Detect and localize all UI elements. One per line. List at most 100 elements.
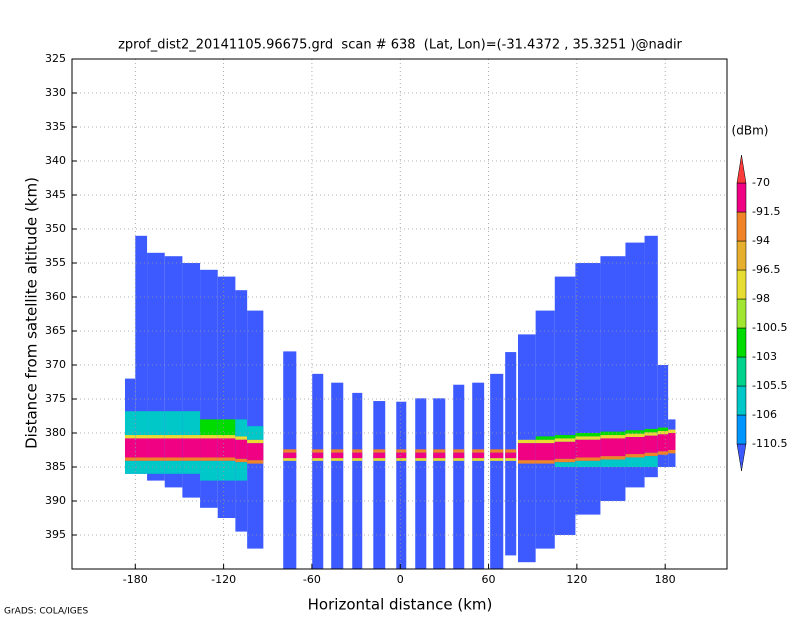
x-tick-label: 60 bbox=[482, 573, 496, 586]
echo-layer bbox=[535, 460, 555, 464]
swath-column bbox=[644, 235, 658, 478]
echo-layer bbox=[124, 411, 136, 436]
colorbar-tick-label: -103 bbox=[752, 350, 777, 363]
echo-layer bbox=[490, 449, 504, 453]
swath-column bbox=[235, 290, 248, 532]
swath-column bbox=[535, 310, 555, 549]
swath-column bbox=[433, 398, 446, 569]
echo-layer bbox=[600, 456, 626, 460]
echo-layer bbox=[625, 454, 645, 458]
y-tick-label: 355 bbox=[45, 256, 66, 269]
echo-layer bbox=[373, 449, 386, 453]
footer: GrADS: COLA/IGES bbox=[4, 607, 88, 617]
swath-column bbox=[135, 235, 148, 474]
swath-column bbox=[575, 263, 601, 515]
echo-layer bbox=[490, 458, 504, 461]
echo-layer bbox=[200, 457, 218, 461]
colorbar-label: (dBm) bbox=[732, 124, 769, 138]
swath-column bbox=[396, 401, 407, 569]
echo-layer bbox=[668, 429, 676, 433]
echo-layer bbox=[554, 435, 576, 439]
echo-layer bbox=[644, 456, 658, 467]
echo-layer bbox=[235, 419, 248, 437]
swath-column bbox=[554, 276, 576, 535]
echo-layer bbox=[657, 427, 669, 431]
x-tick-label: -120 bbox=[211, 573, 236, 586]
echo-layer bbox=[217, 460, 236, 481]
echo-layer bbox=[182, 457, 201, 461]
echo-layer bbox=[575, 457, 601, 461]
colorbar-tick-label: -70 bbox=[752, 176, 770, 189]
echo-layer bbox=[415, 449, 427, 453]
echo-layer bbox=[247, 426, 264, 440]
y-tick-label: 330 bbox=[45, 86, 66, 99]
echo-layer bbox=[147, 460, 165, 474]
echo-layer bbox=[352, 449, 363, 453]
plot-frame bbox=[71, 58, 728, 570]
x-tick-label: -180 bbox=[123, 573, 148, 586]
echo-layer bbox=[668, 450, 676, 454]
y-tick-label: 350 bbox=[45, 222, 66, 235]
echo-layer bbox=[625, 457, 645, 467]
echo-layer bbox=[135, 411, 148, 436]
swath-column bbox=[490, 373, 504, 569]
echo-layer bbox=[200, 419, 218, 436]
swath-column bbox=[657, 365, 669, 467]
echo-layer bbox=[433, 449, 446, 453]
echo-layer bbox=[124, 438, 136, 458]
echo-layer bbox=[600, 438, 626, 457]
echo-layer bbox=[575, 439, 601, 458]
echo-layer bbox=[396, 452, 407, 459]
x-tick-label: -60 bbox=[303, 573, 321, 586]
echo-layer bbox=[453, 458, 465, 461]
colorbar-tick-label: -110.5 bbox=[752, 437, 787, 450]
echo-layer bbox=[147, 457, 165, 461]
echo-layer bbox=[124, 460, 136, 474]
echo-layer bbox=[217, 457, 236, 461]
colorbar-segment bbox=[736, 356, 747, 387]
echo-layer bbox=[433, 452, 446, 459]
echo-layer bbox=[644, 428, 658, 433]
echo-layer bbox=[517, 439, 536, 444]
echo-layer bbox=[217, 435, 236, 439]
echo-layer bbox=[517, 460, 536, 464]
echo-layer bbox=[415, 452, 427, 459]
y-tick-label: 385 bbox=[45, 460, 66, 473]
echo-layer bbox=[331, 452, 344, 459]
echo-layer bbox=[124, 457, 136, 461]
echo-layer bbox=[657, 451, 669, 455]
echo-layer bbox=[505, 458, 517, 461]
echo-layer bbox=[668, 433, 676, 450]
chart-title: zprof_dist2_20141105.96675.grd scan # 63… bbox=[118, 38, 682, 53]
echo-layer bbox=[657, 430, 669, 435]
x-tick-label: 0 bbox=[397, 573, 404, 586]
echo-layer bbox=[235, 458, 248, 463]
echo-layer bbox=[644, 432, 658, 436]
echo-layer bbox=[182, 411, 201, 436]
echo-layer bbox=[283, 452, 297, 459]
echo-layer bbox=[164, 460, 183, 474]
y-tick-label: 325 bbox=[45, 52, 66, 65]
echo-layer bbox=[235, 462, 248, 481]
echo-layer bbox=[453, 449, 465, 453]
echo-layer bbox=[217, 419, 236, 436]
colorbar-segment bbox=[736, 385, 747, 416]
echo-layer bbox=[182, 438, 201, 458]
y-tick-label: 340 bbox=[45, 154, 66, 167]
echo-layer bbox=[472, 449, 485, 453]
echo-layer bbox=[235, 439, 248, 459]
echo-layer bbox=[200, 460, 218, 481]
swath-column bbox=[415, 398, 427, 569]
echo-layer bbox=[235, 436, 248, 440]
swath-column bbox=[625, 242, 645, 488]
colorbar-tick-label: -106 bbox=[752, 408, 777, 421]
colorbar-high bbox=[736, 154, 747, 184]
echo-layer bbox=[352, 458, 363, 461]
colorbar-tick-label: -91.5 bbox=[752, 205, 780, 218]
echo-layer bbox=[575, 436, 601, 440]
colorbar-tick-label: -96.5 bbox=[752, 263, 780, 276]
echo-layer bbox=[453, 452, 465, 459]
echo-layer bbox=[472, 452, 485, 459]
echo-layer bbox=[164, 435, 183, 439]
y-tick-label: 375 bbox=[45, 392, 66, 405]
